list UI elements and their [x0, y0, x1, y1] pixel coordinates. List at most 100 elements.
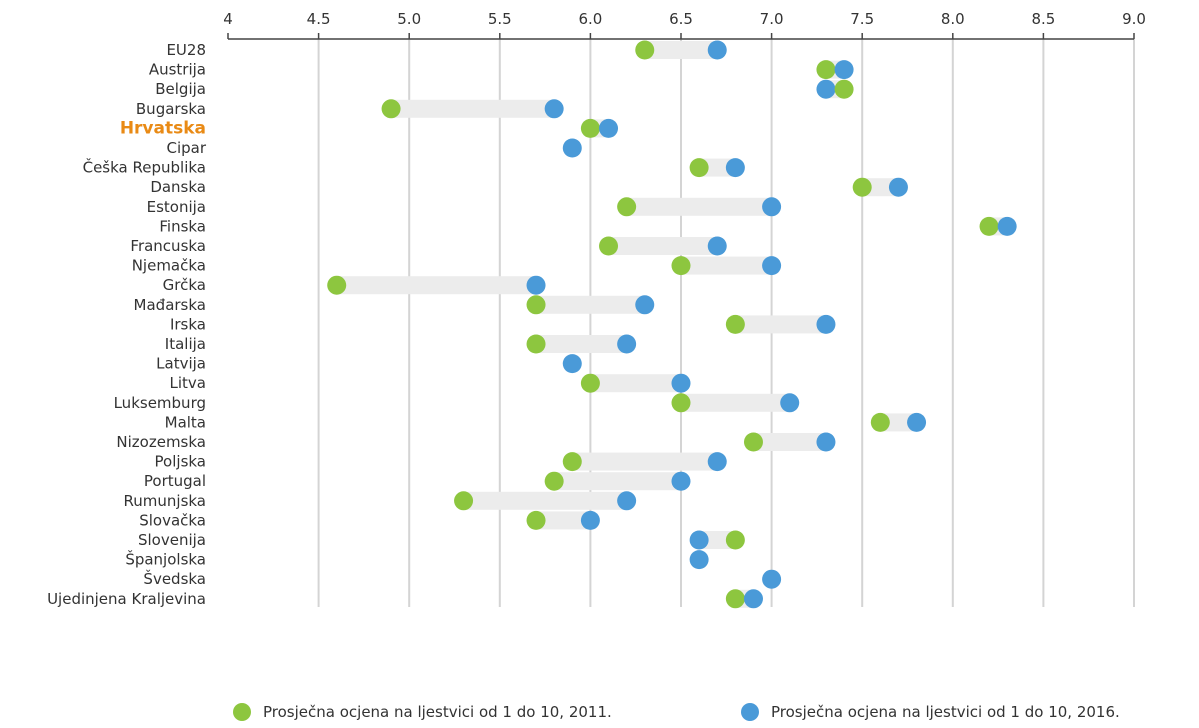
category-label: Švedska — [143, 569, 206, 588]
range-band — [753, 433, 826, 451]
point-2011 — [725, 314, 745, 334]
x-tick-label: 5.0 — [397, 10, 421, 28]
category-label: Francuska — [130, 237, 206, 255]
point-2011 — [562, 452, 582, 472]
point-2016 — [562, 354, 582, 374]
point-2016 — [816, 314, 836, 334]
range-band — [699, 158, 736, 177]
point-2016 — [671, 373, 691, 393]
point-2016 — [762, 197, 782, 217]
point-2016 — [544, 99, 564, 119]
point-2016 — [580, 510, 600, 530]
point-2011 — [526, 334, 546, 354]
point-2016 — [707, 452, 727, 472]
category-label: Danska — [150, 178, 206, 196]
category-label: Austrija — [149, 61, 206, 79]
x-tick-label: 9.0 — [1122, 10, 1146, 28]
range-band — [536, 295, 645, 314]
range-band — [590, 374, 681, 393]
point-2016 — [834, 60, 854, 80]
x-tick-label: 8.0 — [941, 10, 965, 28]
point-2016 — [743, 589, 763, 609]
point-2011 — [526, 510, 546, 530]
point-2016 — [599, 118, 619, 138]
point-2016 — [689, 530, 709, 550]
range-band — [336, 276, 537, 295]
category-label: Estonija — [147, 198, 206, 216]
point-2011 — [580, 118, 600, 138]
category-label: Hrvatska — [120, 118, 206, 138]
point-2011 — [617, 197, 637, 217]
category-label: Belgija — [155, 80, 206, 98]
legend-label-2016: Prosječna ocjena na ljestvici od 1 do 10… — [771, 703, 1120, 721]
category-label: EU28 — [166, 41, 206, 59]
point-2011 — [671, 256, 691, 276]
point-2011 — [725, 530, 745, 550]
point-2016 — [617, 491, 637, 511]
category-label: Slovenija — [138, 531, 206, 549]
point-2016 — [816, 432, 836, 452]
range-band — [735, 315, 826, 334]
range-band — [699, 531, 736, 549]
point-2011 — [852, 177, 872, 197]
range-band — [536, 335, 627, 353]
x-tick-label: 8.5 — [1031, 10, 1055, 28]
point-2016 — [725, 158, 745, 178]
category-label: Češka Republika — [83, 158, 206, 177]
point-2016 — [689, 550, 709, 570]
point-2016 — [635, 295, 655, 315]
point-2011 — [689, 158, 709, 178]
category-label: Latvija — [156, 355, 206, 373]
x-tick-label: 4.5 — [307, 10, 331, 28]
point-2016 — [888, 177, 908, 197]
category-label: Litva — [170, 374, 206, 392]
point-2011 — [725, 589, 745, 609]
point-2016 — [816, 79, 836, 99]
legend-item-2016: Prosječna ocjena na ljestvici od 1 do 10… — [741, 703, 1120, 721]
point-2016 — [707, 236, 727, 256]
point-2016 — [997, 216, 1017, 236]
range-band — [554, 472, 681, 491]
legend-swatch-2011 — [233, 703, 251, 721]
legend-label-2011: Prosječna ocjena na ljestvici od 1 do 10… — [263, 703, 612, 721]
point-2016 — [617, 334, 637, 354]
category-label: Malta — [165, 413, 206, 431]
point-2011 — [834, 79, 854, 99]
category-label: Nizozemska — [116, 433, 206, 451]
point-2016 — [780, 393, 800, 413]
x-tick-label: 4 — [223, 10, 233, 28]
point-2011 — [743, 432, 763, 452]
category-label: Finska — [159, 217, 206, 235]
point-2011 — [599, 236, 619, 256]
range-band — [536, 511, 591, 530]
point-2011 — [327, 275, 347, 295]
point-2011 — [454, 491, 474, 511]
dumbbell-chart: 4 4.5 5.0 5.5 6.0 6.5 7.0 7.5 8.0 8.5 9.0 EU28 Austr… — [47, 10, 1146, 609]
range-band — [608, 237, 718, 255]
point-2016 — [907, 412, 927, 432]
point-2016 — [526, 275, 546, 295]
range-band — [880, 413, 917, 432]
category-label: Cipar — [166, 139, 206, 157]
category-label: Luksemburg — [114, 394, 206, 412]
point-2016 — [762, 256, 782, 276]
point-2016 — [562, 138, 582, 158]
point-2011 — [381, 99, 401, 119]
category-label: Irska — [170, 315, 206, 333]
point-2011 — [580, 373, 600, 393]
x-tick-label: 7.5 — [850, 10, 874, 28]
category-label: Njemačka — [132, 257, 206, 275]
point-2016 — [707, 40, 727, 60]
range-band — [862, 178, 899, 197]
range-band — [626, 197, 772, 216]
range-band — [681, 256, 772, 275]
x-tick-label: 6.5 — [669, 10, 693, 28]
range-band — [644, 41, 718, 59]
range-band — [572, 452, 718, 471]
legend-item-2011: Prosječna ocjena na ljestvici od 1 do 10… — [233, 703, 612, 721]
category-label: Ujedinjena Kraljevina — [47, 590, 206, 608]
x-tick-label: 6.0 — [578, 10, 602, 28]
range-band — [463, 491, 627, 510]
category-label: Grčka — [163, 276, 206, 294]
category-label: Bugarska — [136, 100, 206, 118]
